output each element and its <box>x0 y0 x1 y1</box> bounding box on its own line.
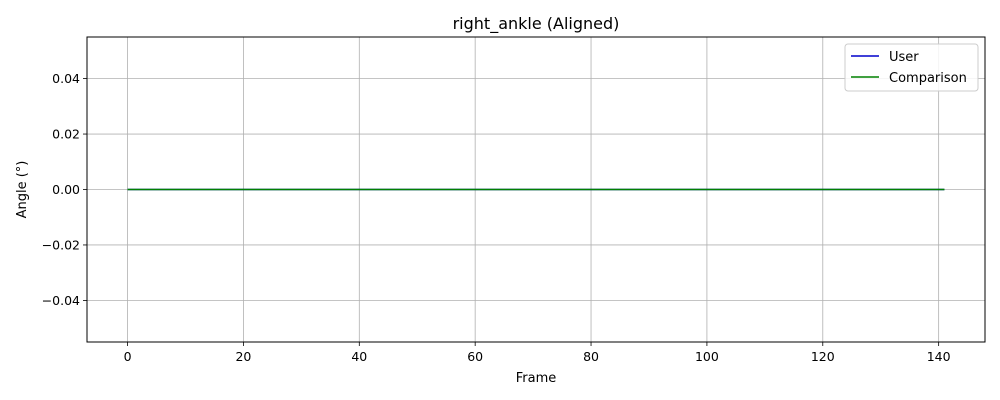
x-tick-label: 120 <box>811 349 835 364</box>
x-tick-label: 60 <box>467 349 483 364</box>
x-tick-label: 40 <box>351 349 367 364</box>
x-tick-label: 0 <box>124 349 132 364</box>
x-axis-label: Frame <box>516 371 557 386</box>
y-tick-label: 0.02 <box>52 127 80 142</box>
y-tick-label: −0.04 <box>42 293 80 308</box>
y-axis-label: Angle (°) <box>15 161 30 219</box>
x-tick-label: 80 <box>583 349 599 364</box>
y-tick-label: 0.00 <box>52 182 80 197</box>
x-tick-label: 20 <box>235 349 251 364</box>
y-tick-label: 0.04 <box>52 71 80 86</box>
legend-label-user: User <box>889 50 919 65</box>
chart-title: right_ankle (Aligned) <box>453 14 620 34</box>
y-tick-label: −0.02 <box>42 237 80 252</box>
y-axis-ticks: −0.04 −0.02 0.00 0.02 0.04 <box>42 71 87 308</box>
x-axis-ticks: 0 20 40 60 80 100 120 140 <box>124 342 951 364</box>
x-tick-label: 140 <box>927 349 951 364</box>
x-tick-label: 100 <box>695 349 719 364</box>
legend-label-comparison: Comparison <box>889 71 967 86</box>
legend: User Comparison <box>844 43 979 92</box>
